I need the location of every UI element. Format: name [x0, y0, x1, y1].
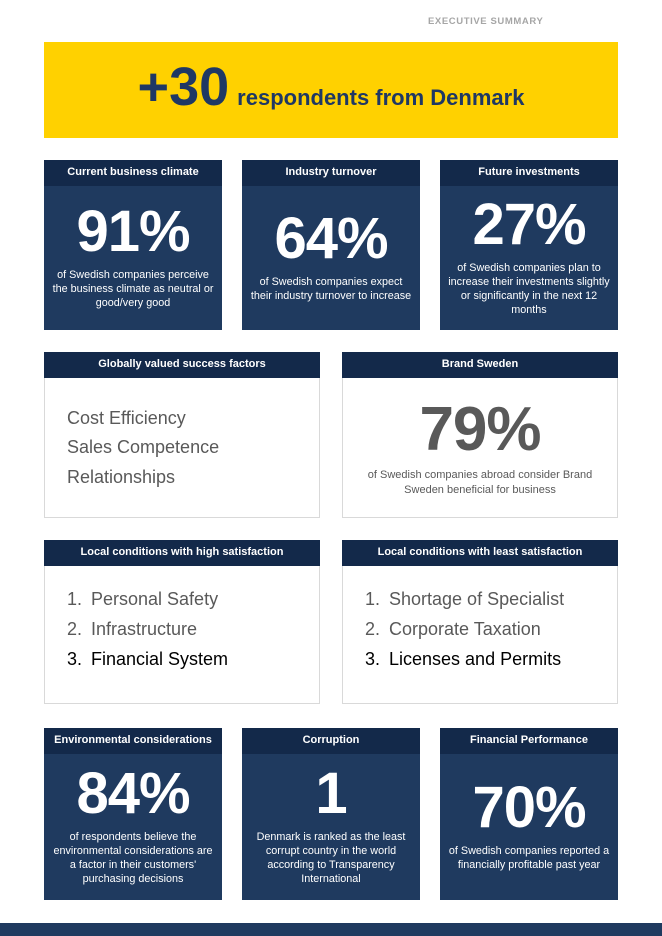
- list-label: Corporate Taxation: [389, 619, 541, 640]
- card-title: Current business climate: [67, 166, 199, 179]
- card-body: 27% of Swedish companies plan to increas…: [440, 186, 618, 330]
- card-title: Industry turnover: [285, 166, 377, 179]
- card-header: Industry turnover: [242, 160, 420, 186]
- list-label: Personal Safety: [91, 589, 219, 609]
- stat-description: of Swedish companies reported a financia…: [448, 844, 610, 871]
- card-title: Local conditions with high satisfaction: [80, 546, 284, 559]
- stat-card-corruption: Corruption 1 Denmark is ranked as the le…: [242, 728, 420, 900]
- card-brand-sweden: Brand Sweden 79% of Swedish companies ab…: [342, 352, 618, 518]
- list-item: 3. Licenses and Permits: [365, 646, 597, 672]
- stat-value: 27%: [472, 191, 586, 257]
- respondents-label: respondents from Denmark: [237, 85, 525, 110]
- card-title: Brand Sweden: [441, 358, 519, 371]
- stat-value: 1: [315, 760, 347, 826]
- list-item: 2. Infrastructure: [67, 616, 299, 642]
- stat-description: of Swedish companies abroad consider Bra…: [367, 469, 593, 497]
- stat-card-industry-turnover: Industry turnover 64% of Swedish compani…: [242, 160, 420, 330]
- page-eyebrow: EXECUTIVE SUMMARY: [428, 16, 544, 27]
- stats-row-3: Local conditions with high satisfaction …: [44, 540, 618, 704]
- stat-card-future-investments: Future investments 27% of Swedish compan…: [440, 160, 618, 330]
- card-success-factors: Globally valued success factors Cost Eff…: [44, 352, 320, 518]
- card-header: Local conditions with high satisfaction: [44, 540, 320, 566]
- card-body: 84% of respondents believe the environme…: [44, 754, 222, 900]
- footer-bar: [0, 923, 662, 936]
- stat-description: of Swedish companies plan to increase th…: [448, 261, 610, 316]
- card-header: Local conditions with least satisfaction: [342, 540, 618, 566]
- card-body: 91% of Swedish companies perceive the bu…: [44, 186, 222, 330]
- list-number: 2.: [365, 619, 381, 640]
- stat-card-financial-performance: Financial Performance 70% of Swedish com…: [440, 728, 618, 900]
- card-header: Financial Performance: [440, 728, 618, 754]
- card-header: Globally valued success factors: [44, 352, 320, 378]
- success-factor: Relationships: [67, 466, 176, 487]
- card-title: Globally valued success factors: [98, 358, 266, 371]
- list-label: Shortage of Specialist: [389, 589, 565, 609]
- list-label: Infrastructure: [91, 619, 198, 640]
- card-title: Corruption: [302, 734, 360, 747]
- card-title: Financial Performance: [470, 734, 588, 747]
- list-item: 1. Personal Safety: [67, 586, 299, 612]
- card-title: Environmental considerations: [54, 734, 212, 747]
- respondents-banner: +30 respondents from Denmark: [44, 42, 618, 138]
- stats-row-4: Environmental considerations 84% of resp…: [44, 728, 618, 900]
- stat-description: of respondents believe the environmental…: [53, 830, 213, 885]
- list-label: Licenses and Permits: [389, 649, 562, 670]
- stat-description: of Swedish companies perceive the busine…: [52, 268, 214, 309]
- stats-row-2: Globally valued success factors Cost Eff…: [44, 352, 618, 518]
- card-high-satisfaction: Local conditions with high satisfaction …: [44, 540, 320, 704]
- card-body: 1 Denmark is ranked as the least corrupt…: [242, 754, 420, 900]
- list-item: 2. Corporate Taxation: [365, 616, 597, 642]
- card-body: 1. Personal Safety 2. Infrastructure 3. …: [44, 566, 320, 704]
- list-number: 3.: [365, 649, 381, 670]
- stat-value: 64%: [274, 206, 388, 272]
- list-item: 1. Shortage of Specialist: [365, 586, 597, 612]
- list-item: 3. Financial System: [67, 646, 299, 672]
- stat-card-business-climate: Current business climate 91% of Swedish …: [44, 160, 222, 330]
- success-factor: Sales Competence: [67, 437, 220, 458]
- stat-card-environmental: Environmental considerations 84% of resp…: [44, 728, 222, 900]
- card-body: 79% of Swedish companies abroad consider…: [342, 378, 618, 518]
- stat-description: Denmark is ranked as the least corrupt c…: [256, 830, 406, 885]
- stats-row-1: Current business climate 91% of Swedish …: [44, 160, 618, 330]
- page-content: +30 respondents from Denmark Current bus…: [0, 42, 662, 900]
- card-header: Future investments: [440, 160, 618, 186]
- card-header: Corruption: [242, 728, 420, 754]
- list-number: 3.: [67, 649, 83, 670]
- card-header: Environmental considerations: [44, 728, 222, 754]
- card-least-satisfaction: Local conditions with least satisfaction…: [342, 540, 618, 704]
- list-number: 1.: [67, 589, 83, 609]
- card-body: 64% of Swedish companies expect their in…: [242, 186, 420, 330]
- list-label: Financial System: [91, 649, 229, 670]
- card-header: Current business climate: [44, 160, 222, 186]
- card-body: Cost Efficiency Sales Competence Relatio…: [44, 378, 320, 518]
- stat-value: 84%: [76, 760, 190, 826]
- stat-description: of Swedish companies expect their indust…: [250, 275, 412, 302]
- card-body: 70% of Swedish companies reported a fina…: [440, 754, 618, 900]
- stat-value: 79%: [419, 395, 541, 465]
- card-title: Local conditions with least satisfaction: [377, 546, 583, 559]
- success-factor: Cost Efficiency: [67, 408, 186, 429]
- card-title: Future investments: [478, 166, 580, 179]
- card-header: Brand Sweden: [342, 352, 618, 378]
- card-body: 1. Shortage of Specialist 2. Corporate T…: [342, 566, 618, 704]
- list-number: 1.: [365, 589, 381, 609]
- list-number: 2.: [67, 619, 83, 640]
- respondents-count: +30: [137, 57, 230, 117]
- stat-value: 91%: [76, 199, 190, 264]
- stat-value: 70%: [472, 775, 586, 841]
